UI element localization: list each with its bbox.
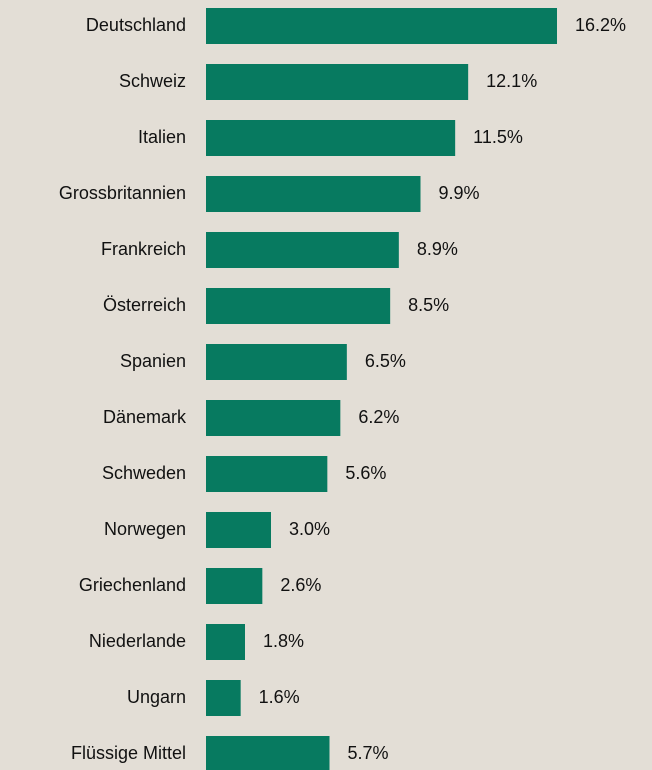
bar (206, 568, 263, 604)
value-label: 5.7% (348, 743, 389, 763)
value-label: 8.9% (417, 239, 458, 259)
value-label: 16.2% (575, 15, 626, 35)
bar (206, 512, 271, 548)
bar (206, 232, 399, 268)
category-label: Ungarn (127, 687, 186, 707)
bar (206, 400, 341, 436)
category-label: Niederlande (89, 631, 186, 651)
category-label: Spanien (120, 351, 186, 371)
value-label: 1.6% (259, 687, 300, 707)
category-label: Frankreich (101, 239, 186, 259)
category-label: Italien (138, 127, 186, 147)
bar (206, 288, 391, 324)
bar (206, 456, 328, 492)
bar (206, 344, 347, 380)
bar (206, 736, 330, 770)
category-label: Deutschland (86, 15, 186, 35)
value-label: 6.5% (365, 351, 406, 371)
category-label: Griechenland (79, 575, 186, 595)
value-label: 12.1% (486, 71, 537, 91)
value-label: 5.6% (345, 463, 386, 483)
category-label: Schweiz (119, 71, 186, 91)
category-label: Schweden (102, 463, 186, 483)
category-label: Österreich (103, 295, 186, 315)
value-label: 6.2% (358, 407, 399, 427)
value-label: 2.6% (280, 575, 321, 595)
bar (206, 624, 245, 660)
category-label: Dänemark (103, 407, 187, 427)
bar (206, 8, 557, 44)
value-label: 3.0% (289, 519, 330, 539)
category-label: Norwegen (104, 519, 186, 539)
category-label: Grossbritannien (59, 183, 186, 203)
value-label: 9.9% (439, 183, 480, 203)
category-label: Flüssige Mittel (71, 743, 186, 763)
value-label: 1.8% (263, 631, 304, 651)
bar (206, 120, 456, 156)
bar (206, 176, 421, 212)
value-label: 8.5% (408, 295, 449, 315)
bar (206, 680, 241, 716)
bar (206, 64, 469, 100)
value-label: 11.5% (473, 127, 523, 147)
